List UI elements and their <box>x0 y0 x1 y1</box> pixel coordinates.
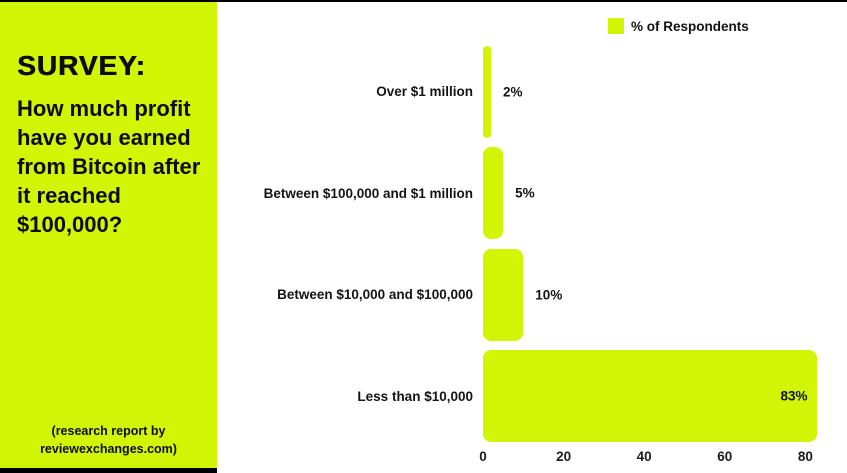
bar-row: Less than $10,000 83% <box>217 346 847 448</box>
page-title: SURVEY: <box>17 50 146 81</box>
category-label: Between $10,000 and $100,000 <box>277 287 473 303</box>
bar <box>483 147 504 240</box>
x-tick-label: 20 <box>556 449 572 464</box>
category-label: Over $1 million <box>376 84 473 100</box>
legend-swatch-icon <box>608 18 624 34</box>
x-axis: 0 20 40 60 80 <box>479 449 847 467</box>
legend-label: % of Respondents <box>631 18 749 34</box>
x-tick-label: 80 <box>797 449 813 464</box>
value-label: 83% <box>780 388 808 404</box>
question-text: How much profit have you earned from Bit… <box>17 96 201 237</box>
category-label: Less than $10,000 <box>357 388 473 404</box>
bar <box>483 248 524 341</box>
value-label: 10% <box>535 287 563 303</box>
bar-track: 83% <box>483 350 847 443</box>
legend: % of Respondents <box>608 18 749 34</box>
source-attribution-line2: reviewexchanges.com) <box>40 442 177 456</box>
x-tick-label: 40 <box>636 449 652 464</box>
bar-chart: % of Respondents Over $1 million 2% Betwee… <box>217 0 847 473</box>
bar-rows: Over $1 million 2% Between $100,000 and $1… <box>217 41 847 447</box>
value-label: 2% <box>503 84 523 100</box>
bar-row: Between $100,000 and $1 million 5% <box>217 143 847 245</box>
bar-track: 2% <box>483 45 847 138</box>
bar <box>483 45 492 138</box>
value-label: 5% <box>515 185 535 201</box>
bar-track: 5% <box>483 147 847 240</box>
bar-row: Between $10,000 and $100,000 10% <box>217 244 847 346</box>
sidebar: SURVEY: How much profit have you earned … <box>0 2 217 468</box>
category-label: Between $100,000 and $1 million <box>263 185 473 201</box>
x-tick-label: 60 <box>717 449 733 464</box>
bar: 83% <box>483 350 818 443</box>
source-attribution: (research report by reviewexchanges.com) <box>0 422 217 458</box>
source-attribution-line1: (research report by <box>51 424 166 438</box>
sidebar-bottom-border <box>0 468 217 473</box>
x-tick-label: 0 <box>479 449 487 464</box>
bar-row: Over $1 million 2% <box>217 41 847 143</box>
bar-track: 10% <box>483 248 847 341</box>
top-border-line <box>0 0 847 2</box>
